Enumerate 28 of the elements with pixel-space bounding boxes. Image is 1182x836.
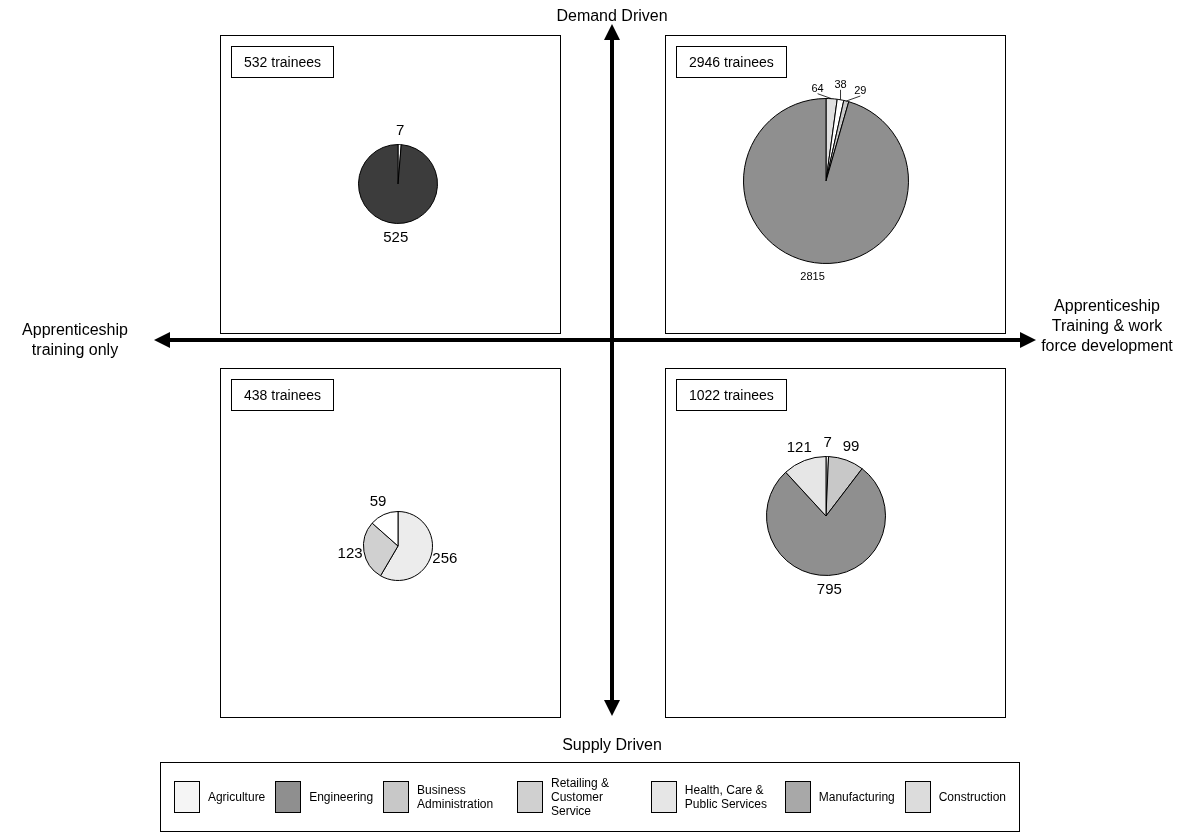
data-label: 99 (842, 437, 860, 455)
category-label: Engineering (309, 790, 374, 804)
data-label: 123 (337, 543, 363, 561)
chart-title: 532 trainees (231, 46, 335, 78)
data-label: 121 (786, 437, 812, 455)
chart-title: 1022 trainees (676, 379, 787, 411)
data-label: 7 (396, 120, 405, 138)
data-label: 29 (854, 84, 867, 97)
category-label: Agriculture (207, 790, 266, 804)
category-label: Retailing & Customer Service (550, 776, 610, 818)
data-label: 59 (369, 491, 387, 509)
data-label: 2815 (800, 269, 825, 282)
chart-title: 438 trainees (231, 379, 335, 411)
data-label: 38 (834, 77, 847, 90)
data-label: 64 (811, 81, 824, 94)
data-label: 7 (823, 432, 832, 450)
text: Demand Driven (555, 6, 669, 26)
text: Apprenticeship training only (21, 320, 129, 360)
category-label: Business Administration (417, 783, 495, 811)
chart-title: 2946 trainees (676, 46, 787, 78)
text: Supply Driven (561, 735, 663, 755)
category-label: Construction (938, 790, 1007, 804)
category-label: Health, Care & Public Services (684, 783, 768, 811)
data-label: 525 (383, 227, 409, 245)
text: Apprenticeship Training & work force development (1040, 296, 1174, 356)
category-label: Manufacturing (818, 790, 895, 804)
data-label: 795 (816, 579, 842, 597)
data-label: 256 (432, 548, 458, 566)
